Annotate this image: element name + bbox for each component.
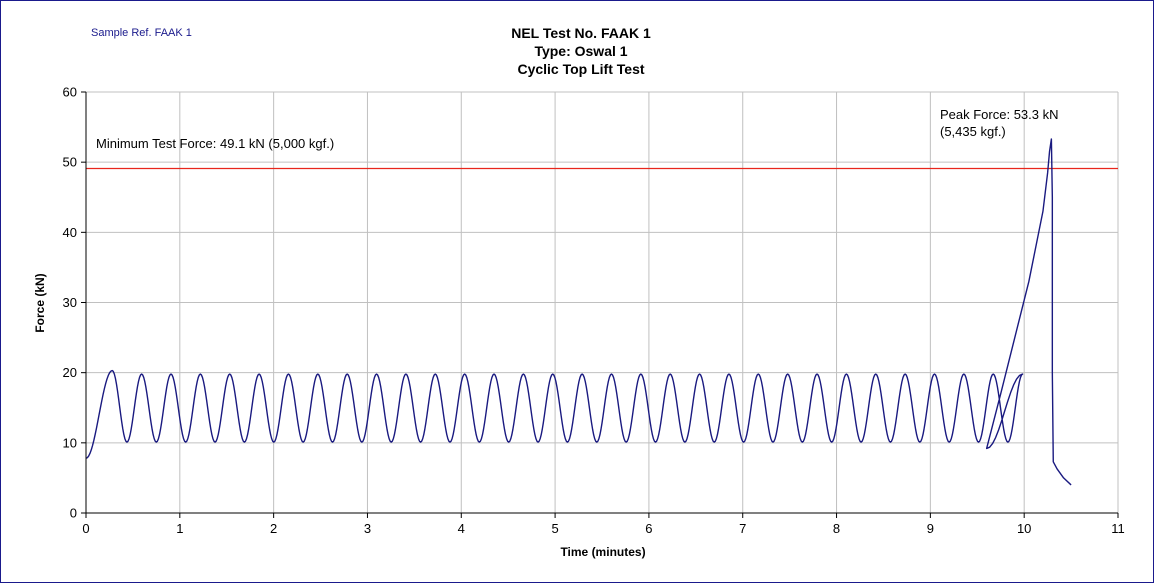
y-tick-label-4: 40	[63, 225, 77, 240]
x-tick-label-10: 10	[1017, 521, 1031, 536]
x-tick-label-5: 5	[551, 521, 558, 536]
peak-annotation-line-1: Peak Force: 53.3 kN	[940, 107, 1059, 122]
peak-annotation-line-2: (5,435 kgf.)	[940, 124, 1006, 139]
x-tick-label-0: 0	[82, 521, 89, 536]
reference-line-label: Minimum Test Force: 49.1 kN (5,000 kgf.)	[96, 136, 334, 151]
x-tick-label-4: 4	[458, 521, 465, 536]
x-tick-label-3: 3	[364, 521, 371, 536]
series-group	[85, 138, 1072, 486]
y-tick-label-2: 20	[63, 365, 77, 380]
x-tick-label-2: 2	[270, 521, 277, 536]
chart-title-line-2: Type: Oswal 1	[534, 43, 627, 59]
axes	[81, 91, 1119, 518]
y-tick-label-3: 30	[63, 295, 77, 310]
y-tick-label-1: 10	[63, 435, 77, 450]
y-tick-labels: 0 10 20 30 40 50 60	[63, 85, 77, 521]
y-axis-title: Force (kN)	[33, 273, 47, 332]
x-tick-label-9: 9	[927, 521, 934, 536]
chart-title-line-1: NEL Test No. FAAK 1	[511, 25, 651, 41]
x-tick-label-1: 1	[176, 521, 183, 536]
y-tick-label-0: 0	[70, 506, 77, 521]
y-tick-label-5: 50	[63, 155, 77, 170]
x-tick-label-8: 8	[833, 521, 840, 536]
chart-title-line-3: Cyclic Top Lift Test	[517, 61, 644, 77]
x-tick-label-7: 7	[739, 521, 746, 536]
x-tick-label-6: 6	[645, 521, 652, 536]
y-tick-label-6: 60	[63, 85, 77, 100]
grid	[86, 91, 1119, 513]
series-line-force	[85, 138, 1072, 486]
x-tick-label-11: 11	[1111, 521, 1125, 536]
x-tick-labels: 0 1 2 3 4 5 6 7 8 9 10 11	[82, 521, 1124, 536]
x-axis-title: Time (minutes)	[560, 545, 645, 559]
sample-ref-label: Sample Ref. FAAK 1	[91, 27, 192, 39]
